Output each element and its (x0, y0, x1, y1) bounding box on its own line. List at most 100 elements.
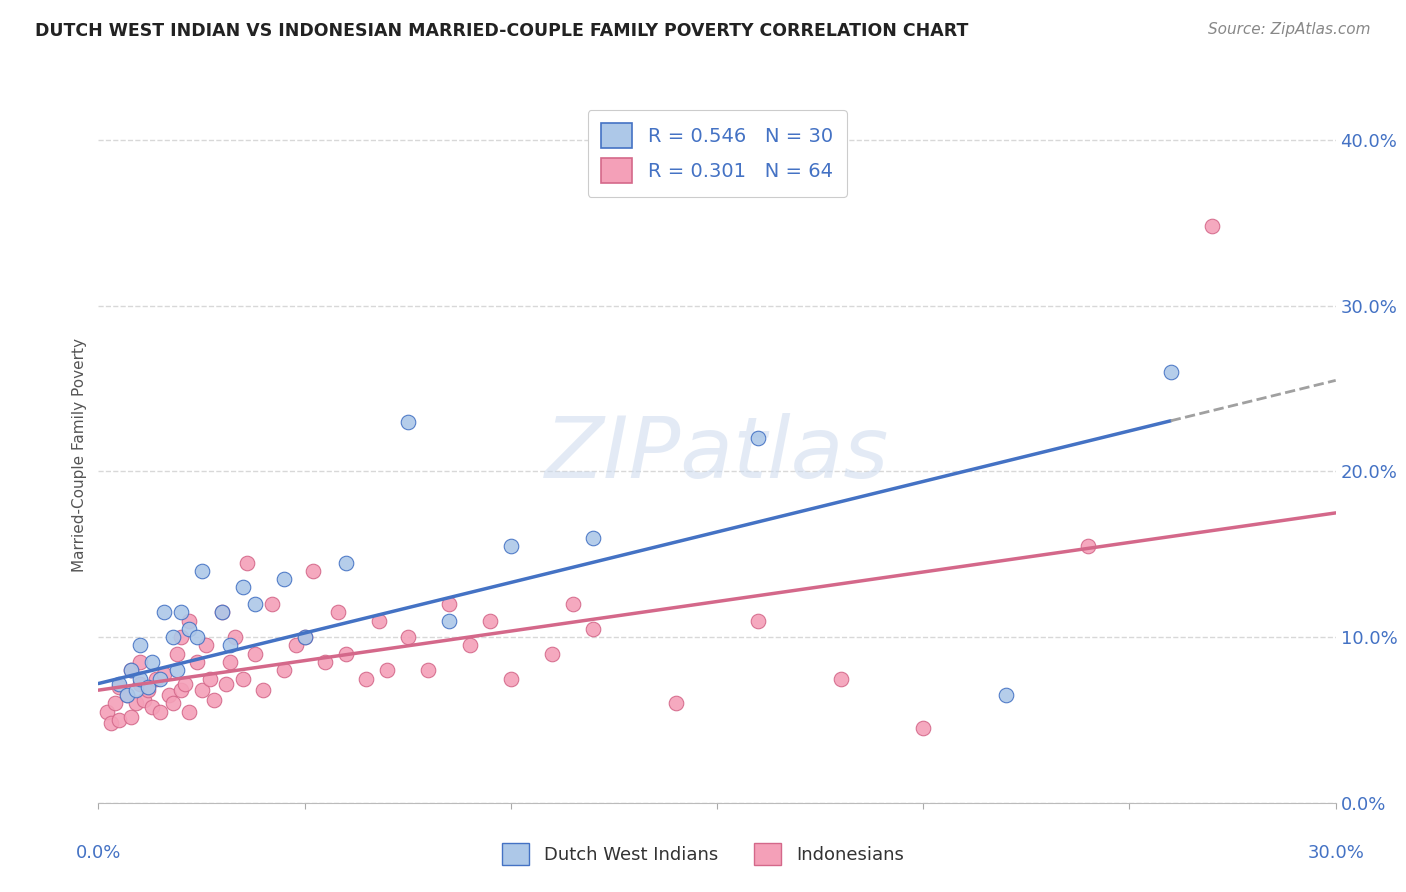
Point (243, 647, 266, 661)
Point (396, 415, 419, 429)
Point (124, 697, 146, 711)
Point (273, 663, 295, 677)
Point (136, 683, 159, 698)
Point (747, 431, 769, 445)
Point (186, 655, 208, 669)
Point (224, 630, 246, 644)
Legend: Dutch West Indians, Indonesians: Dutch West Indians, Indonesians (494, 834, 912, 874)
Point (294, 630, 316, 644)
Point (174, 676, 197, 690)
Point (499, 539, 522, 553)
Point (252, 683, 274, 698)
Point (145, 672, 167, 686)
Text: 30.0%: 30.0% (1308, 844, 1364, 863)
Point (149, 672, 172, 686)
Point (128, 676, 150, 690)
Point (1077, 539, 1099, 553)
Text: ZIPatlas: ZIPatlas (546, 413, 889, 497)
Point (149, 705, 172, 719)
Legend: R = 0.546   N = 30, R = 0.301   N = 64: R = 0.546 N = 30, R = 0.301 N = 64 (588, 110, 846, 197)
Point (273, 572, 295, 586)
Point (128, 655, 150, 669)
Point (153, 666, 176, 681)
Point (132, 693, 155, 707)
Point (136, 680, 159, 694)
Point (104, 697, 127, 711)
Point (179, 622, 201, 636)
Point (912, 721, 935, 735)
Point (232, 672, 254, 686)
Point (260, 597, 283, 611)
Point (437, 597, 460, 611)
Point (108, 680, 131, 694)
Point (243, 597, 266, 611)
Point (215, 676, 238, 690)
Point (1160, 365, 1182, 379)
Point (294, 630, 316, 644)
Text: 0.0%: 0.0% (76, 844, 121, 863)
Point (458, 639, 481, 653)
Point (326, 605, 349, 619)
Point (211, 605, 233, 619)
Point (166, 647, 188, 661)
Point (117, 688, 139, 702)
Point (830, 672, 852, 686)
Point (108, 676, 131, 690)
Point (120, 709, 142, 723)
Point (117, 688, 139, 702)
Point (479, 614, 502, 628)
Point (437, 614, 460, 628)
Point (186, 630, 208, 644)
Point (994, 688, 1017, 702)
Point (219, 639, 242, 653)
Point (100, 716, 122, 731)
Point (356, 672, 378, 686)
Point (375, 663, 398, 677)
Point (198, 672, 221, 686)
Point (302, 564, 325, 578)
Point (582, 622, 605, 636)
Point (162, 697, 184, 711)
Point (124, 683, 146, 698)
Text: DUTCH WEST INDIAN VS INDONESIAN MARRIED-COUPLE FAMILY POVERTY CORRELATION CHART: DUTCH WEST INDIAN VS INDONESIAN MARRIED-… (35, 22, 969, 40)
Text: Source: ZipAtlas.com: Source: ZipAtlas.com (1208, 22, 1371, 37)
Point (202, 693, 225, 707)
Point (232, 581, 254, 595)
Point (128, 672, 150, 686)
Point (120, 663, 142, 677)
Point (747, 614, 769, 628)
Point (170, 630, 193, 644)
Point (170, 683, 193, 698)
Point (190, 564, 212, 578)
Point (367, 614, 389, 628)
Point (211, 605, 233, 619)
Point (157, 688, 180, 702)
Point (96, 705, 118, 719)
Point (179, 705, 201, 719)
Point (499, 672, 522, 686)
Point (166, 663, 188, 677)
Point (179, 614, 201, 628)
Point (665, 697, 688, 711)
Point (162, 630, 184, 644)
Point (170, 605, 193, 619)
Point (194, 639, 217, 653)
Point (190, 683, 212, 698)
Point (582, 531, 605, 545)
Point (418, 663, 440, 677)
Y-axis label: Married-Couple Family Poverty: Married-Couple Family Poverty (72, 338, 87, 572)
Point (285, 639, 308, 653)
Point (141, 699, 163, 714)
Point (335, 647, 357, 661)
Point (314, 655, 336, 669)
Point (236, 556, 259, 570)
Point (153, 605, 176, 619)
Point (541, 647, 564, 661)
Point (561, 597, 583, 611)
Point (108, 713, 131, 727)
Point (219, 655, 242, 669)
Point (141, 655, 163, 669)
Point (128, 639, 150, 653)
Point (335, 556, 357, 570)
Point (120, 663, 142, 677)
